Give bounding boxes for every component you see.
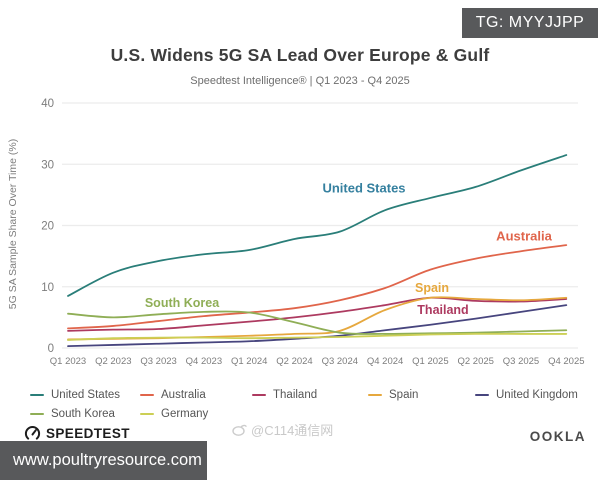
legend-label: United States: [51, 389, 121, 401]
svg-text:Q2 2023: Q2 2023: [95, 356, 131, 367]
legend-label: South Korea: [51, 408, 115, 420]
source-watermark: @C114通信网: [232, 420, 333, 439]
svg-text:Q2 2024: Q2 2024: [276, 356, 312, 367]
svg-text:Q3 2024: Q3 2024: [322, 356, 358, 367]
svg-text:Q2 2025: Q2 2025: [457, 356, 493, 367]
chart-title: U.S. Widens 5G SA Lead Over Europe & Gul…: [110, 45, 490, 65]
bottom-url-text: www.poultryresource.com: [13, 451, 202, 469]
legend-label: Australia: [161, 389, 206, 401]
legend-item-thailand: Thailand: [252, 387, 368, 403]
series-label-south-korea: South Korea: [144, 296, 220, 310]
legend: United States Australia Thailand Spain Unite…: [30, 387, 585, 422]
legend-item-united-states: United States: [30, 387, 140, 403]
legend-item-spain: Spain: [368, 387, 475, 403]
svg-text:Q1 2024: Q1 2024: [231, 356, 267, 367]
series-label-spain: Spain: [414, 281, 450, 295]
series-label-united-states: United States: [322, 180, 406, 196]
speedtest-gauge-icon: [24, 426, 41, 440]
bottom-url-bar: www.poultryresource.com: [0, 441, 207, 480]
svg-text:20: 20: [41, 221, 54, 233]
svg-text:Q1 2025: Q1 2025: [412, 356, 448, 367]
legend-label: Germany: [161, 408, 209, 420]
legend-item-south-korea: South Korea: [30, 406, 140, 422]
legend-swatch: [140, 412, 154, 416]
legend-label: Thailand: [273, 389, 318, 401]
speedtest-logo: SPEEDTEST: [24, 425, 130, 442]
weibo-icon: [232, 424, 247, 436]
speedtest-logo-text: SPEEDTEST: [46, 426, 130, 441]
ookla-logo: OOKLA: [529, 429, 586, 444]
telegram-watermark-badge: TG: MYYJJPP: [462, 8, 598, 38]
svg-text:40: 40: [41, 98, 54, 110]
svg-text:0: 0: [48, 343, 54, 355]
svg-text:Q4 2025: Q4 2025: [548, 356, 584, 367]
legend-swatch: [475, 393, 489, 397]
svg-text:Q1 2023: Q1 2023: [50, 356, 86, 367]
series-label-thailand: Thailand: [417, 303, 469, 317]
legend-item-australia: Australia: [140, 387, 252, 403]
svg-text:Q4 2023: Q4 2023: [186, 356, 222, 367]
svg-text:Q3 2023: Q3 2023: [140, 356, 176, 367]
svg-text:30: 30: [41, 159, 54, 171]
series-label-australia: Australia: [496, 228, 552, 244]
legend-swatch: [30, 393, 44, 397]
legend-swatch: [140, 393, 154, 397]
legend-swatch: [368, 393, 382, 397]
legend-label: United Kingdom: [496, 389, 578, 401]
legend-swatch: [252, 393, 266, 397]
watermark-text: @C114通信网: [251, 423, 334, 438]
legend-swatch: [30, 412, 44, 416]
svg-text:10: 10: [41, 282, 54, 294]
legend-item-united-kingdom: United Kingdom: [475, 387, 585, 403]
svg-text:Q3 2025: Q3 2025: [503, 356, 539, 367]
legend-label: Spain: [389, 389, 419, 401]
svg-text:Q4 2024: Q4 2024: [367, 356, 403, 367]
chart-subtitle: Speedtest Intelligence® | Q1 2023 - Q4 2…: [190, 75, 410, 87]
legend-item-germany: Germany: [140, 406, 252, 422]
